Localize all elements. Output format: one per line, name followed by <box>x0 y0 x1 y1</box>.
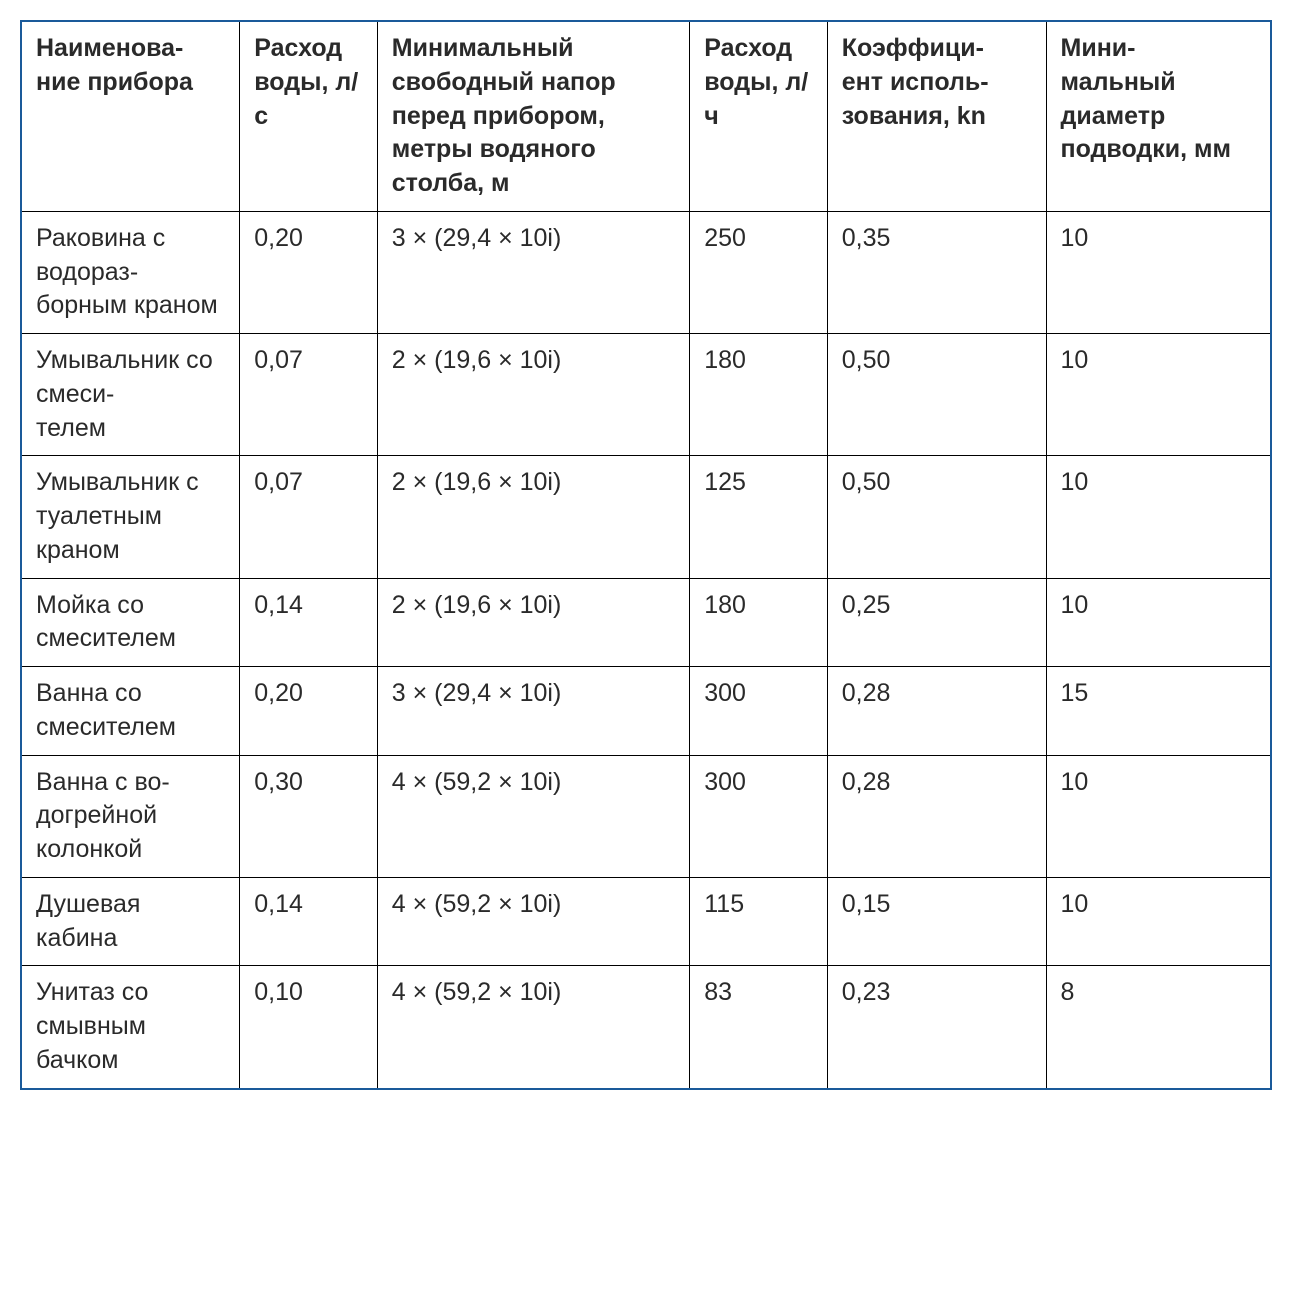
table-row: Мойка со смесителем0,142 × (19,6 × 10i)1… <box>21 578 1271 667</box>
table-body: Раковина с водораз-борным краном0,203 × … <box>21 211 1271 1088</box>
table-cell: 0,10 <box>240 966 378 1089</box>
table-cell: 0,25 <box>827 578 1046 667</box>
table-cell: Ванна с во-догрейной колонкой <box>21 755 240 877</box>
table-cell: 15 <box>1046 667 1271 756</box>
table-row: Умывальник с туалетным краном0,072 × (19… <box>21 456 1271 578</box>
table-cell: 2 × (19,6 × 10i) <box>377 578 690 667</box>
table-cell: Унитаз со смывным бачком <box>21 966 240 1089</box>
table-cell: 0,23 <box>827 966 1046 1089</box>
table-cell: 10 <box>1046 578 1271 667</box>
table-cell: 0,50 <box>827 456 1046 578</box>
table-cell: 0,50 <box>827 334 1046 456</box>
table-cell: 10 <box>1046 334 1271 456</box>
table-cell: 115 <box>690 877 828 966</box>
table-cell: 0,14 <box>240 578 378 667</box>
table-cell: 180 <box>690 578 828 667</box>
table-cell: 10 <box>1046 755 1271 877</box>
table-header-row: Наименова-ние прибора Расход воды, л/с М… <box>21 21 1271 211</box>
table-row: Душевая кабина0,144 × (59,2 × 10i)1150,1… <box>21 877 1271 966</box>
table-cell: 0,20 <box>240 667 378 756</box>
col-header-flow-lh: Расход воды, л/ч <box>690 21 828 211</box>
table-cell: Умывальник со смеси-телем <box>21 334 240 456</box>
table-cell: 0,28 <box>827 755 1046 877</box>
col-header-device-name: Наименова-ние прибора <box>21 21 240 211</box>
table-cell: 300 <box>690 667 828 756</box>
table-cell: 0,07 <box>240 456 378 578</box>
table-cell: 0,14 <box>240 877 378 966</box>
table-row: Раковина с водораз-борным краном0,203 × … <box>21 211 1271 333</box>
table-cell: Мойка со смесителем <box>21 578 240 667</box>
table-row: Унитаз со смывным бачком0,104 × (59,2 × … <box>21 966 1271 1089</box>
col-header-usage-coefficient: Коэффици-ент исполь-зования, kn <box>827 21 1046 211</box>
table-cell: 10 <box>1046 456 1271 578</box>
table-cell: 2 × (19,6 × 10i) <box>377 334 690 456</box>
table-cell: 83 <box>690 966 828 1089</box>
table-cell: Раковина с водораз-борным краном <box>21 211 240 333</box>
table-cell: 125 <box>690 456 828 578</box>
table-cell: 3 × (29,4 × 10i) <box>377 211 690 333</box>
table-cell: 3 × (29,4 × 10i) <box>377 667 690 756</box>
table-cell: 2 × (19,6 × 10i) <box>377 456 690 578</box>
table-cell: 0,30 <box>240 755 378 877</box>
table-cell: 250 <box>690 211 828 333</box>
table-cell: Умывальник с туалетным краном <box>21 456 240 578</box>
table-cell: 0,35 <box>827 211 1046 333</box>
table-cell: 0,28 <box>827 667 1046 756</box>
table-cell: 10 <box>1046 877 1271 966</box>
table-cell: 300 <box>690 755 828 877</box>
plumbing-fixtures-table: Наименова-ние прибора Расход воды, л/с М… <box>20 20 1272 1090</box>
table-cell: 4 × (59,2 × 10i) <box>377 755 690 877</box>
table-row: Ванна со смесителем0,203 × (29,4 × 10i)3… <box>21 667 1271 756</box>
table-row: Ванна с во-догрейной колонкой0,304 × (59… <box>21 755 1271 877</box>
table-cell: 10 <box>1046 211 1271 333</box>
col-header-flow-ls: Расход воды, л/с <box>240 21 378 211</box>
table-cell: 0,07 <box>240 334 378 456</box>
table-cell: Ванна со смесителем <box>21 667 240 756</box>
table-cell: 0,20 <box>240 211 378 333</box>
col-header-min-diameter: Мини-мальный диаметр подводки, мм <box>1046 21 1271 211</box>
table-cell: 8 <box>1046 966 1271 1089</box>
table-cell: 180 <box>690 334 828 456</box>
table-cell: 4 × (59,2 × 10i) <box>377 877 690 966</box>
table-cell: 0,15 <box>827 877 1046 966</box>
table-cell: 4 × (59,2 × 10i) <box>377 966 690 1089</box>
table-cell: Душевая кабина <box>21 877 240 966</box>
col-header-min-free-head: Минимальный свободный напор перед прибор… <box>377 21 690 211</box>
table-row: Умывальник со смеси-телем0,072 × (19,6 ×… <box>21 334 1271 456</box>
